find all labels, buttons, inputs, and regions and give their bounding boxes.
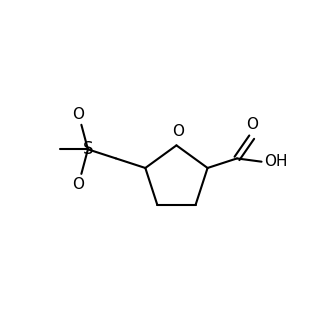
Text: O: O [72, 107, 84, 121]
Text: S: S [82, 140, 93, 158]
Text: OH: OH [264, 154, 288, 169]
Text: O: O [246, 117, 258, 132]
Text: O: O [172, 124, 184, 140]
Text: O: O [72, 177, 84, 192]
